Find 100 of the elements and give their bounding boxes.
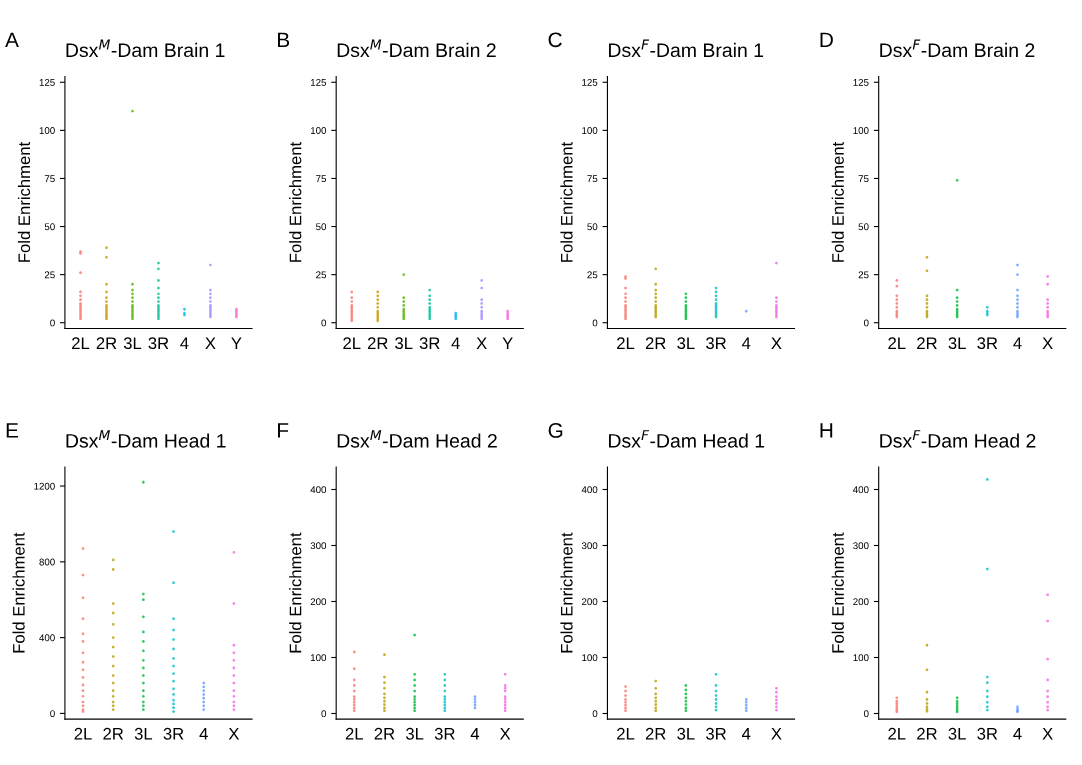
y-tick-label: 50	[316, 223, 327, 231]
x-tick-label: 4	[1013, 728, 1022, 740]
x-tick-label: 3R	[434, 727, 455, 740]
y-axis-title: Fold Enrichment	[289, 532, 302, 653]
x-tick-label: 3R	[419, 337, 440, 350]
y-tick-label: 300	[853, 542, 869, 550]
x-tick-label: Y	[231, 337, 242, 349]
x-tick-label: 2L	[345, 727, 363, 740]
chart-title: Dsx$^{M}$-Dam Brain 2	[337, 39, 496, 58]
x-tick-label: Y	[502, 337, 513, 349]
x-tick-label: 3R	[977, 337, 998, 350]
x-tick-label: X	[1042, 337, 1053, 349]
y-tick-label: 50	[858, 223, 869, 231]
y-tick-label: 25	[858, 271, 869, 279]
y-tick-label: 200	[310, 598, 327, 606]
x-tick-label: X	[771, 337, 782, 349]
x-tick-label: 3R	[148, 337, 169, 350]
text: C	[548, 32, 562, 48]
y-tick-label: 400	[39, 634, 55, 642]
y-tick-label: 125	[39, 79, 55, 86]
chart-title: Dsx$^{M}$-Dam Head 2	[337, 430, 497, 448]
y-tick-label: 1200	[34, 482, 55, 490]
x-tick-label: X	[476, 337, 487, 349]
y-tick-label: 100	[39, 127, 55, 134]
text: E	[6, 423, 19, 438]
y-tick-label: 50	[587, 223, 598, 231]
y-tick-label: 400	[310, 486, 327, 494]
x-tick-label: 2R	[917, 337, 937, 349]
x-tick-label: 2L	[617, 727, 635, 740]
y-tick-label: 100	[582, 654, 598, 662]
y-tick-label: 800	[39, 558, 55, 566]
x-tick-label: X	[1042, 728, 1053, 740]
y-axis-title: Fold Enrichment	[17, 141, 31, 262]
x-tick-label: 4	[199, 728, 208, 740]
x-tick-label: 4	[470, 728, 480, 740]
y-tick-label: 125	[853, 79, 869, 86]
y-tick-label: 0	[592, 710, 598, 718]
x-tick-label: 2L	[617, 337, 635, 349]
x-tick-label: 3L	[406, 727, 424, 740]
y-tick-label: 0	[863, 710, 869, 718]
y-axis-title: Fold Enrichment	[289, 141, 302, 262]
x-tick-label: 4	[180, 337, 189, 349]
x-tick-label: 2R	[96, 337, 117, 349]
x-tick-label: X	[499, 728, 511, 740]
y-tick-label: 0	[50, 319, 55, 327]
x-tick-label: 2R	[367, 337, 388, 349]
y-tick-label: 0	[321, 319, 327, 327]
x-tick-label: X	[228, 728, 240, 740]
y-tick-label: 25	[587, 271, 598, 279]
x-tick-label: 3L	[948, 727, 966, 740]
chart-title: Dsx$^{F}$-Dam Head 2	[880, 430, 1036, 448]
y-tick-label: 0	[321, 710, 327, 718]
y-tick-label: 100	[310, 654, 327, 662]
x-tick-label: 2R	[645, 727, 666, 740]
x-tick-label: 3L	[134, 727, 153, 740]
y-tick-label: 25	[316, 271, 327, 279]
y-tick-label: 50	[44, 223, 55, 231]
x-tick-label: X	[771, 728, 782, 740]
x-tick-label: 3R	[706, 727, 726, 740]
x-tick-label: 2R	[374, 727, 395, 740]
y-tick-label: 300	[310, 542, 327, 550]
y-tick-label: 100	[853, 654, 869, 662]
y-tick-label: 75	[587, 175, 598, 183]
y-tick-label: 0	[592, 319, 598, 327]
x-tick-label: 2L	[888, 337, 906, 349]
y-tick-label: 75	[316, 175, 327, 183]
x-tick-label: 4	[741, 337, 751, 349]
x-tick-label: 3L	[677, 727, 695, 740]
x-tick-label: 3L	[948, 337, 966, 350]
y-axis-title: Fold Enrichment	[560, 141, 573, 262]
x-tick-label: 2R	[917, 727, 937, 740]
x-tick-label: 2L	[343, 337, 361, 349]
x-tick-label: 2L	[72, 337, 90, 349]
y-tick-label: 125	[582, 79, 598, 86]
y-axis-title: Fold Enrichment	[560, 532, 573, 653]
x-tick-label: 3L	[395, 337, 413, 350]
y-tick-label: 100	[853, 127, 869, 134]
x-tick-label: 2R	[103, 727, 124, 740]
y-axis-title: Fold Enrichment	[831, 532, 844, 653]
y-tick-label: 400	[852, 486, 869, 494]
x-tick-label: 2R	[645, 337, 666, 349]
y-axis-title: Fold Enrichment	[831, 141, 844, 262]
x-tick-label: 2L	[888, 727, 906, 740]
text: G	[548, 423, 563, 438]
x-tick-label: 4	[741, 728, 751, 740]
chart-title: Dsx$^{F}$-Dam Brain 2	[880, 39, 1035, 58]
y-tick-label: 300	[581, 542, 598, 550]
chart-title: Dsx$^{F}$-Dam Head 1	[609, 430, 765, 448]
y-tick-label: 0	[863, 319, 869, 327]
text: D	[820, 32, 833, 47]
x-tick-label: 3L	[677, 337, 695, 350]
y-tick-label: 25	[44, 271, 55, 279]
y-tick-label: 400	[581, 486, 598, 494]
y-axis-title: Fold Enrichment	[12, 532, 25, 653]
x-tick-label: 3R	[706, 337, 726, 350]
y-tick-label: 200	[853, 598, 869, 606]
text: H	[820, 423, 833, 438]
x-tick-label: 3R	[977, 727, 998, 740]
text: F	[278, 423, 289, 438]
y-tick-label: 125	[310, 79, 327, 86]
